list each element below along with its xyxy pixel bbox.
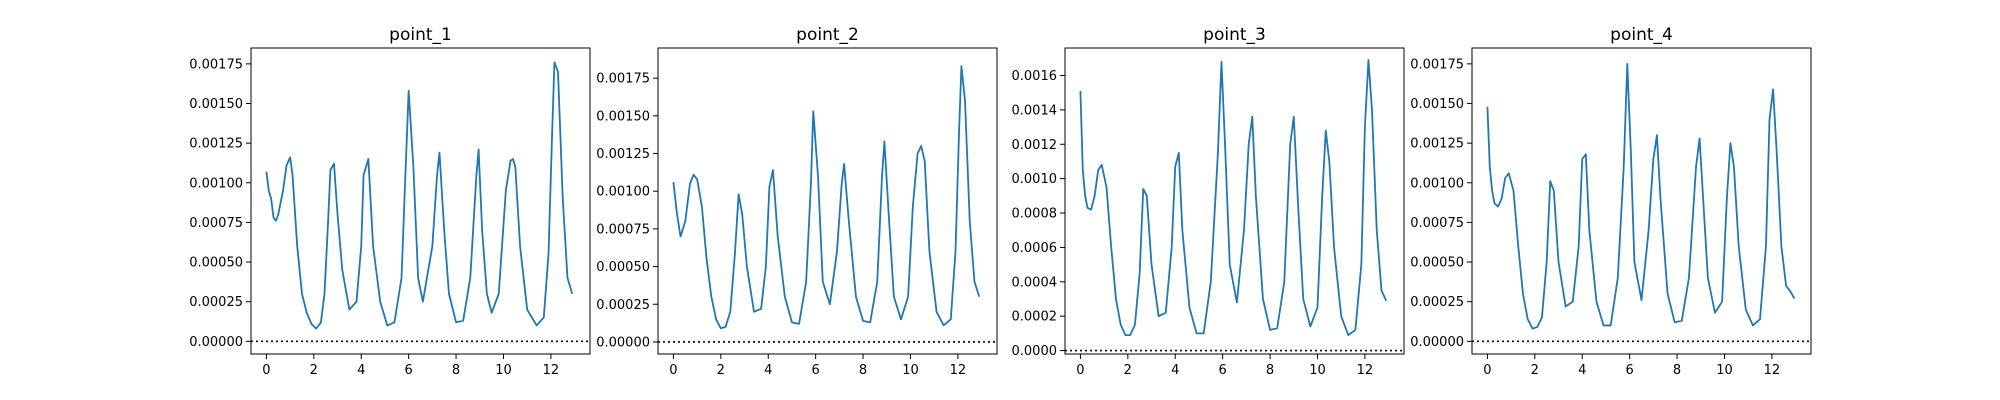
y-tick-label: 0.00050 [596,260,650,275]
x-tick-label: 12 [1357,363,1374,378]
y-tick-label: 0.0008 [1012,207,1058,222]
subplot-3: point_3 0 2 4 6 8 10 12 0.0000 0.0002 0.0004 0.0006… [1012,25,1405,378]
y-tick-label: 0.00100 [1410,176,1464,191]
y-tick-label: 0.0004 [1012,275,1058,290]
y-tick-label: 0.0006 [1012,241,1058,256]
y-tick-label: 0.00000 [189,335,243,350]
x-tick-label: 4 [357,363,365,378]
x-tick-label: 2 [1531,363,1539,378]
y-tick-label: 0.00025 [1410,295,1464,310]
y-tick-label: 0.00150 [189,97,243,112]
y-tick-label: 0.00075 [189,216,243,231]
y-tick-label: 0.00150 [1410,97,1464,112]
x-tick-label: 2 [717,363,725,378]
subplot-2: point_2 0 2 4 6 8 10 12 0.00000 0.00025 0.00050 0.0… [596,25,998,378]
y-tick-label: 0.00125 [1410,137,1464,152]
y-tick-label: 0.00100 [596,185,650,200]
y-tick-label: 0.0012 [1012,138,1058,153]
subplot-title: point_3 [1203,25,1266,45]
series-line [265,61,574,330]
x-tick-label: 0 [669,363,677,378]
x-tick-label: 6 [1219,363,1227,378]
y-tick-label: 0.00025 [596,298,650,313]
y-tick-label: 0.00125 [596,147,650,162]
axes-frame [657,47,998,355]
x-tick-label: 12 [1764,363,1781,378]
x-tick-label: 8 [1673,363,1681,378]
y-tick-label: 0.00175 [596,72,650,87]
x-tick-label: 6 [1626,363,1634,378]
axes-frame [1064,47,1405,355]
subplot-title: point_4 [1610,25,1673,45]
x-tick-label: 2 [1124,363,1132,378]
x-tick-label: 2 [310,363,318,378]
y-tick-label: 0.0000 [1012,344,1058,359]
x-tick-label: 10 [902,363,919,378]
subplot-1: point_1 0 2 4 6 8 10 12 0.00000 0.00025 0.00050 0.0… [189,25,591,378]
y-tick-label: 0.00175 [189,57,243,72]
x-tick-label: 4 [764,363,772,378]
subplot-4: point_4 0 2 4 6 8 10 12 0.00000 0.00025 0.00050 0.0… [1410,25,1812,378]
y-tick-label: 0.00000 [596,335,650,350]
y-tick-label: 0.00075 [596,222,650,237]
y-tick-label: 0.00100 [189,176,243,191]
x-tick-label: 6 [812,363,820,378]
x-tick-label: 4 [1578,363,1586,378]
x-tick-label: 8 [452,363,460,378]
y-tick-label: 0.00175 [1410,57,1464,72]
y-tick-label: 0.0002 [1012,310,1058,325]
y-tick-label: 0.0014 [1012,103,1058,118]
x-tick-label: 10 [1309,363,1326,378]
y-tick-label: 0.00150 [596,109,650,124]
y-tick-label: 0.0010 [1012,172,1058,187]
series-line [1486,62,1796,330]
x-tick-label: 4 [1171,363,1179,378]
y-tick-label: 0.00000 [1410,335,1464,350]
y-tick-label: 0.00025 [189,295,243,310]
y-tick-label: 0.00075 [1410,216,1464,231]
y-tick-label: 0.0016 [1012,69,1058,84]
subplot-title: point_2 [796,25,859,45]
x-tick-label: 0 [262,363,270,378]
series-line [1079,59,1388,336]
x-tick-label: 8 [859,363,867,378]
x-tick-label: 0 [1076,363,1084,378]
x-tick-label: 10 [495,363,512,378]
x-tick-label: 8 [1266,363,1274,378]
y-tick-label: 0.00125 [189,137,243,152]
subplot-title: point_1 [389,25,452,45]
x-tick-label: 0 [1483,363,1491,378]
x-tick-label: 12 [950,363,967,378]
series-line [672,65,981,330]
x-tick-label: 10 [1716,363,1733,378]
y-tick-label: 0.00050 [1410,256,1464,271]
axes-frame [1471,47,1812,355]
x-tick-label: 12 [543,363,560,378]
x-tick-label: 6 [405,363,413,378]
axes-frame [250,47,591,355]
y-tick-label: 0.00050 [189,256,243,271]
